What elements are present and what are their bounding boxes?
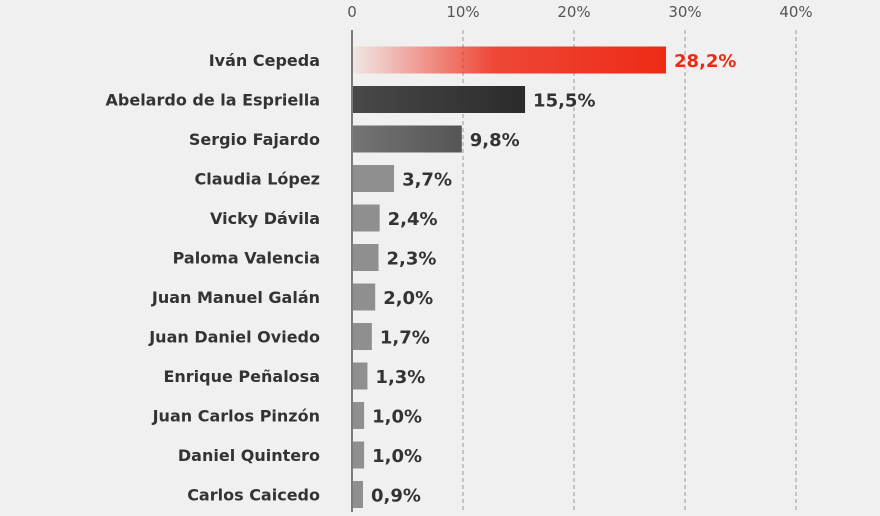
value-label: 1,7% — [380, 328, 430, 349]
category-label: Juan Carlos Pinzón — [152, 407, 320, 426]
bar — [353, 86, 526, 113]
bar — [353, 441, 365, 469]
bar — [353, 244, 379, 271]
x-tick-label: 20% — [557, 3, 590, 21]
bar — [353, 46, 667, 74]
category-label: Enrique Peñalosa — [163, 367, 320, 386]
x-axis-ticks: 0 10% 20% 30% 40% — [347, 3, 812, 21]
bar — [353, 402, 365, 429]
value-label: 2,4% — [388, 209, 438, 230]
x-tick-label: 30% — [668, 3, 701, 21]
category-label: Abelardo de la Espriella — [106, 91, 321, 110]
bar — [353, 204, 380, 232]
category-label: Sergio Fajardo — [189, 130, 320, 149]
bars — [353, 46, 667, 508]
bar — [353, 165, 395, 192]
value-label: 3,7% — [402, 170, 452, 191]
x-tick-label: 10% — [446, 3, 479, 21]
x-tick-label: 40% — [779, 3, 812, 21]
category-label: Carlos Caicedo — [187, 486, 320, 505]
category-label: Juan Daniel Oviedo — [148, 328, 320, 347]
category-label: Juan Manuel Galán — [151, 288, 320, 307]
x-tick-label: 0 — [347, 3, 357, 21]
value-label: 2,3% — [387, 249, 437, 270]
value-label: 1,0% — [372, 446, 422, 467]
bar — [353, 283, 376, 311]
value-label: 1,3% — [375, 367, 425, 388]
bar — [353, 362, 368, 390]
category-label: Iván Cepeda — [209, 51, 320, 70]
category-label: Vicky Dávila — [210, 209, 320, 228]
value-label: 9,8% — [470, 130, 520, 151]
bar — [353, 481, 363, 508]
category-label: Paloma Valencia — [173, 249, 320, 268]
value-label: 2,0% — [383, 288, 433, 309]
value-label: 1,0% — [372, 407, 422, 428]
category-label: Claudia López — [194, 170, 320, 189]
value-label: 28,2% — [674, 51, 736, 72]
bar — [353, 323, 372, 350]
category-label: Daniel Quintero — [178, 446, 320, 465]
bar — [353, 125, 462, 153]
value-label: 0,9% — [371, 486, 421, 507]
value-label: 15,5% — [533, 91, 595, 112]
value-labels: 28,2% 15,5% 9,8% 3,7% 2,4% 2,3% 2,0% 1,7% 1,3% 1,… — [371, 51, 736, 507]
category-labels: Iván Cepeda Abelardo de la Espriella Sergi… — [106, 51, 321, 505]
